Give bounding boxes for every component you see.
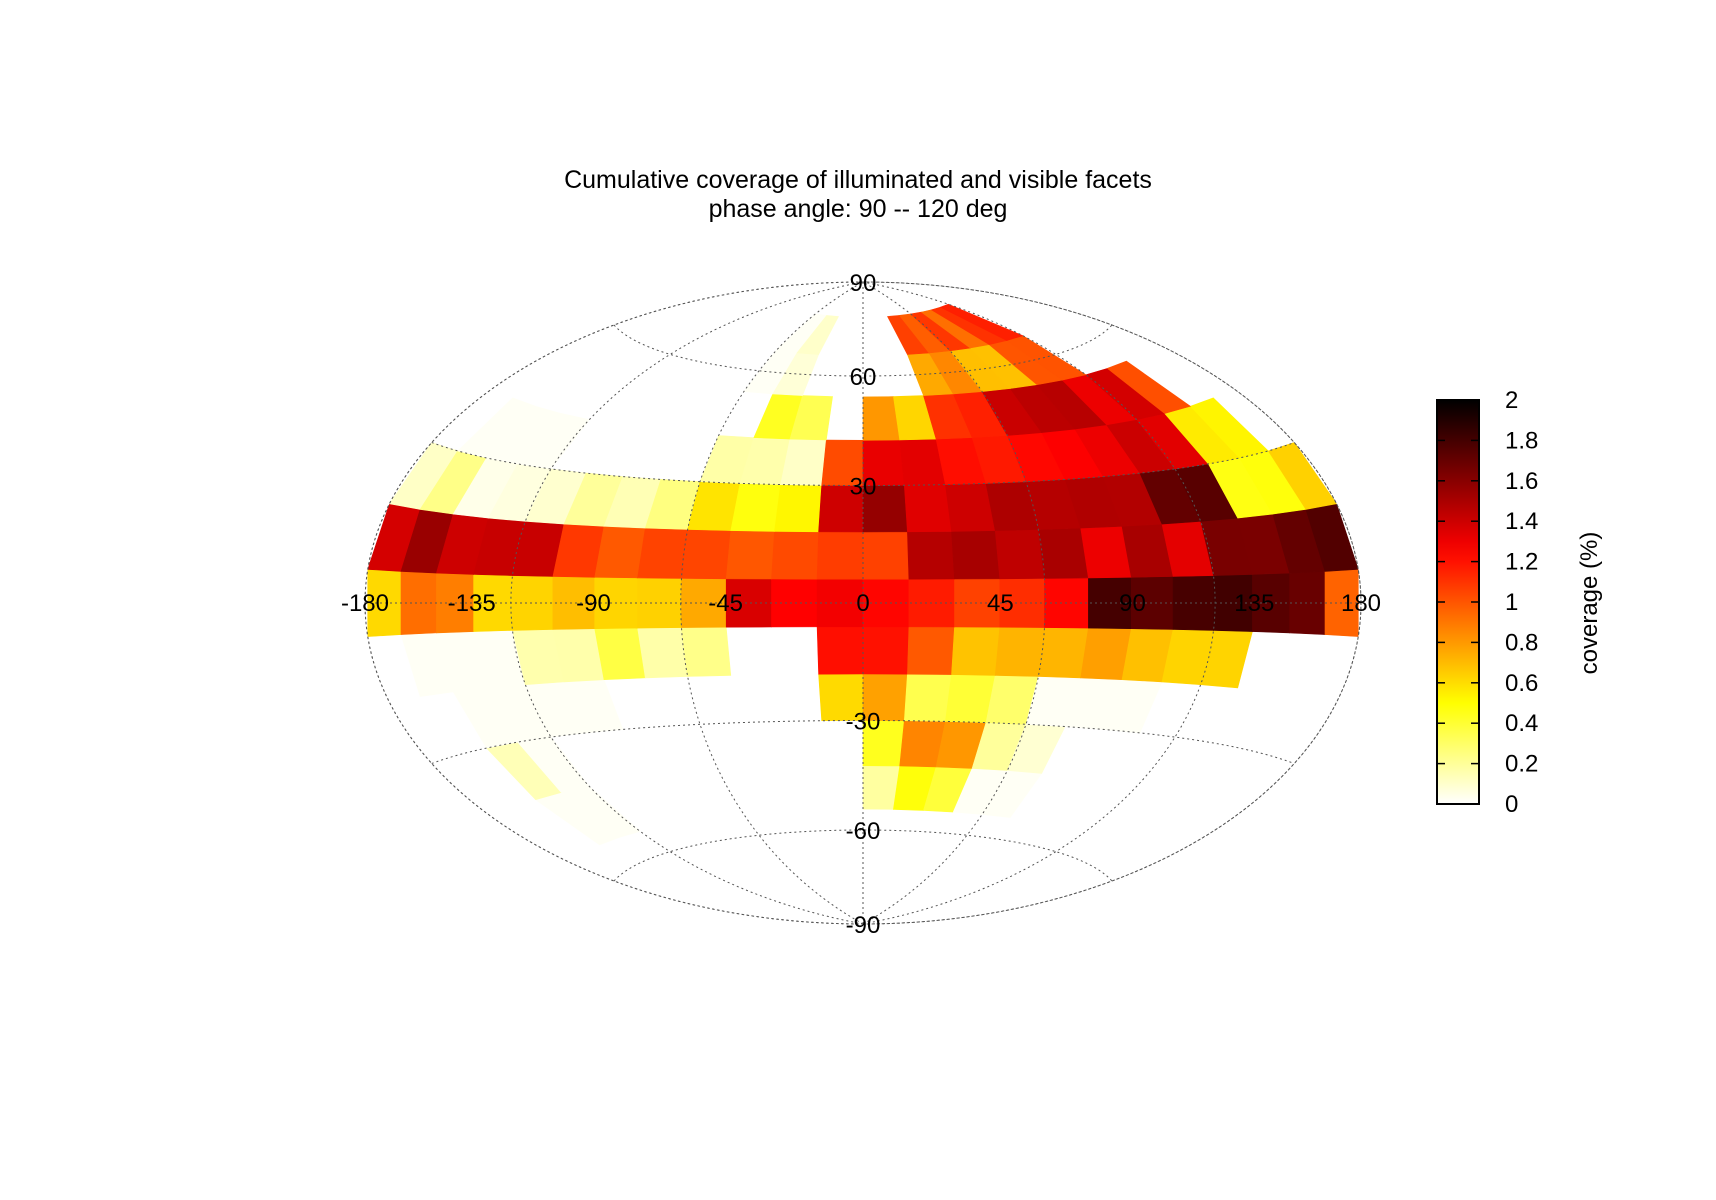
coverage-cell	[816, 531, 864, 580]
longitude-tick-label: -180	[341, 590, 389, 617]
coverage-cell	[1106, 360, 1192, 414]
coverage-cell	[1189, 397, 1269, 459]
coverage-cell	[862, 626, 910, 675]
latitude-tick-label: 60	[850, 364, 877, 391]
latitude-tick-label: -60	[846, 818, 881, 845]
coverage-cell	[594, 627, 646, 681]
coverage-cell	[816, 626, 864, 675]
colorbar-tick-label: 0	[1505, 791, 1518, 818]
chart-title: Cumulative coverage of illuminated and v…	[564, 166, 1152, 194]
coverage-cell	[1172, 575, 1214, 631]
coverage-cell	[994, 529, 1045, 580]
parallel-line	[431, 719, 1295, 764]
colorbar-tick-label: 2	[1505, 387, 1518, 414]
axis-tick-labels: -180 -135 -90 -45 0 45 90 135 180 -90 -60 -30 30 60 90	[341, 270, 1381, 939]
longitude-tick-label: 180	[1341, 590, 1381, 617]
coverage-cell	[939, 303, 1024, 341]
coverage-cell	[594, 525, 646, 579]
coverage-cell	[1289, 571, 1326, 635]
coverage-cell	[907, 531, 955, 580]
graticule	[364, 281, 1362, 925]
colorbar: 0 0.2 0.4 0.6 0.8 1 1.2 1.4 1.6 1.8 2 coverage (%)	[1436, 387, 1603, 818]
coverage-cell	[637, 577, 682, 629]
coverage-cell	[681, 529, 732, 580]
chart-subtitle: phase angle: 90 -- 120 deg	[708, 195, 1008, 223]
latitude-tick-label: -90	[846, 912, 881, 939]
chart-title-block: Cumulative coverage of illuminated and v…	[0, 166, 1716, 224]
longitude-tick-label: 0	[856, 590, 869, 617]
coverage-cell	[903, 484, 952, 533]
latitude-tick-label: 90	[850, 270, 877, 297]
colorbar-tick-label: 0.6	[1505, 670, 1538, 697]
coverage-cell	[637, 627, 688, 679]
colorbar-tick-label: 1.8	[1505, 427, 1538, 454]
coverage-cell	[681, 626, 732, 677]
longitude-tick-label: -135	[448, 590, 496, 617]
meridian-line	[862, 281, 1046, 925]
latitude-tick-label: -30	[846, 709, 881, 736]
coverage-cell	[951, 530, 1001, 580]
longitude-tick-label: -45	[708, 590, 743, 617]
coverage-cell	[771, 531, 819, 580]
coverage-cell	[725, 530, 775, 580]
colorbar-tick-label: 0.8	[1505, 629, 1538, 656]
latitude-tick-label: 30	[850, 474, 877, 501]
colorbar-tick-label: 1.2	[1505, 549, 1538, 576]
coverage-cell	[1038, 627, 1089, 679]
coverage-cell	[903, 673, 952, 722]
parallel-line	[431, 442, 1295, 487]
longitude-tick-label: -90	[576, 590, 611, 617]
longitude-tick-label: 90	[1119, 590, 1146, 617]
coverage-cell	[951, 626, 1001, 676]
coverage-cell	[994, 626, 1045, 677]
colorbar-tick-label: 0.4	[1505, 710, 1538, 737]
colorbar-label: coverage (%)	[1576, 532, 1603, 675]
coverage-cell	[789, 395, 833, 441]
coverage-cell	[796, 315, 839, 355]
coverage-cell	[1038, 527, 1089, 579]
colorbar-tick-label: 0.2	[1505, 751, 1538, 778]
colorbar-tick-label: 1	[1505, 589, 1518, 616]
colorbar-tick-label: 1.6	[1505, 468, 1538, 495]
coverage-cell	[907, 626, 955, 675]
coverage-cell	[774, 484, 823, 533]
longitude-tick-label: 135	[1234, 590, 1274, 617]
colorbar-ticks: 0 0.2 0.4 0.6 0.8 1 1.2 1.4 1.6 1.8 2	[1437, 387, 1538, 818]
longitude-tick-label: 45	[987, 590, 1014, 617]
coverage-cell	[862, 531, 910, 580]
coverage-cell	[637, 527, 688, 579]
colorbar-tick-label: 1.4	[1505, 508, 1538, 535]
meridian-line	[680, 281, 864, 925]
